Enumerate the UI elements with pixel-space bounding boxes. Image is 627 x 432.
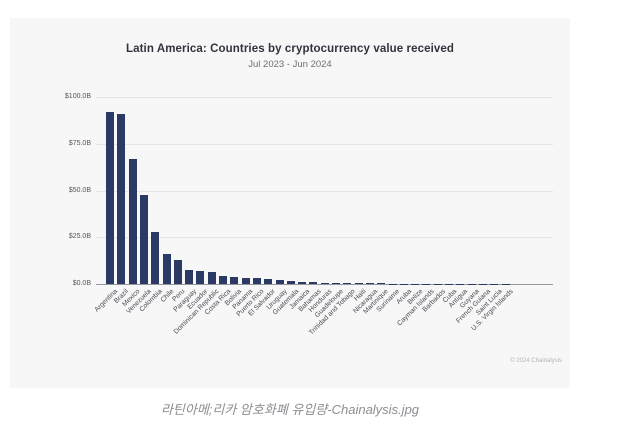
chart-card: Latin America: Countries by cryptocurren… [10, 18, 570, 388]
bar-argentina [106, 111, 114, 284]
chart-plot-area: $0.0B $25.0B $50.0B $75.0B $100.0B Argentina B… [65, 93, 553, 337]
y-tick-label-25b: $25.0B [68, 233, 91, 241]
bar-chile [162, 254, 171, 284]
y-tick-label-50b: $50.0B [68, 186, 91, 194]
bar-jamaica [298, 281, 307, 284]
bar-dominican-republic [207, 271, 216, 284]
bar-bahamas [309, 282, 318, 284]
bar-guatemala [286, 281, 295, 284]
bar-honduras [320, 282, 329, 284]
y-tick-label-0b: $0.0B [72, 280, 91, 287]
image-caption: 라틴아메;리카 암호화폐 유입량-Chainalysis.jpg [160, 402, 420, 417]
bar-trinidad-and-tobago [343, 282, 352, 284]
bar-brazil [117, 113, 126, 284]
y-tick-label-100b: $100.0B [64, 93, 91, 100]
chart-title: Latin America: Countries by cryptocurren… [125, 43, 455, 55]
bar-costa-rica [219, 275, 227, 284]
bar-nicaragua [365, 283, 374, 284]
bar-panama [241, 278, 250, 284]
gridline-75b [96, 143, 553, 145]
bar-uruguay [275, 279, 284, 284]
bar-martinique [377, 283, 386, 284]
chart-subtitle: Jul 2023 - Jun 2024 [248, 59, 332, 70]
bar-puerto-rico [252, 278, 261, 284]
bar-colombia [151, 231, 160, 284]
y-tick-label-75b: $75.0B [68, 139, 91, 147]
gridline-25b [96, 237, 553, 239]
bar-haiti [354, 283, 363, 284]
bar-el-salvador [264, 279, 273, 284]
gridline-100b [96, 97, 553, 98]
gridline-50b [96, 190, 553, 192]
bar-mexico [128, 158, 137, 284]
bar-paraguay [185, 269, 194, 284]
copyright-text: © 2024 Chainalysis [510, 358, 562, 364]
bar-guadeloupe [332, 282, 340, 284]
bar-peru [173, 259, 182, 284]
bar-venezuela [139, 195, 148, 284]
x-axis-line [96, 284, 553, 285]
bar-bolivia [230, 277, 239, 284]
bar-ecuador [196, 270, 205, 284]
